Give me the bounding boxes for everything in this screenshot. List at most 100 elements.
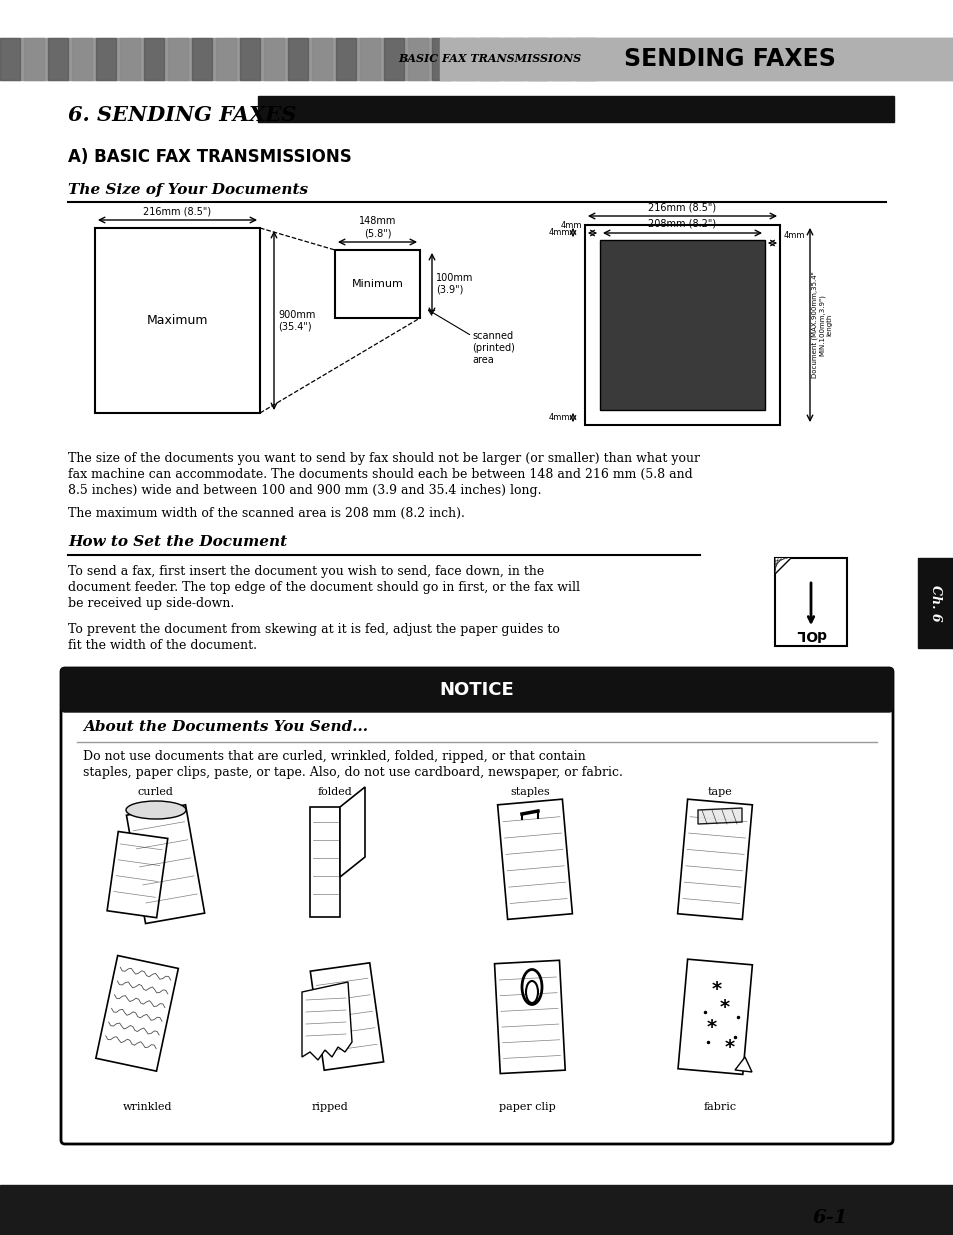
Text: 208mm (8.2"): 208mm (8.2") bbox=[648, 219, 716, 228]
Text: paper clip: paper clip bbox=[498, 1102, 555, 1112]
Bar bbox=[215, 38, 235, 80]
Bar bbox=[264, 38, 284, 80]
FancyBboxPatch shape bbox=[61, 668, 892, 713]
Text: 4mm: 4mm bbox=[548, 228, 569, 237]
Bar bbox=[120, 38, 140, 80]
Bar bbox=[168, 38, 188, 80]
Bar bbox=[774, 558, 846, 646]
Polygon shape bbox=[107, 831, 168, 918]
Bar bbox=[384, 38, 403, 80]
Bar bbox=[71, 38, 91, 80]
Text: 900mm
(35.4"): 900mm (35.4") bbox=[277, 310, 315, 331]
Bar bbox=[599, 240, 764, 410]
Bar bbox=[0, 38, 20, 80]
Polygon shape bbox=[339, 787, 365, 877]
Text: To send a fax, first insert the document you wish to send, face down, in the: To send a fax, first insert the document… bbox=[68, 564, 543, 578]
Text: staples, paper clips, paste, or tape. Also, do not use cardboard, newspaper, or : staples, paper clips, paste, or tape. Al… bbox=[83, 766, 622, 779]
FancyBboxPatch shape bbox=[61, 668, 892, 1144]
Polygon shape bbox=[774, 558, 790, 574]
Bar bbox=[456, 38, 476, 80]
Bar bbox=[0, 38, 953, 80]
Bar bbox=[408, 38, 428, 80]
Bar bbox=[552, 38, 572, 80]
Polygon shape bbox=[310, 806, 339, 918]
Bar bbox=[288, 38, 308, 80]
Bar bbox=[65, 692, 888, 708]
Bar bbox=[359, 38, 379, 80]
Bar bbox=[144, 38, 164, 80]
Text: 4mm: 4mm bbox=[783, 231, 804, 240]
Text: ripped: ripped bbox=[312, 1102, 348, 1112]
Polygon shape bbox=[698, 808, 741, 824]
Bar bbox=[576, 38, 596, 80]
Polygon shape bbox=[494, 961, 564, 1073]
Text: *: * bbox=[711, 981, 721, 999]
Text: dOL: dOL bbox=[795, 627, 825, 641]
Text: tape: tape bbox=[707, 787, 732, 797]
Text: Maximum: Maximum bbox=[147, 314, 208, 327]
Text: To prevent the document from skewing at it is fed, adjust the paper guides to: To prevent the document from skewing at … bbox=[68, 622, 559, 636]
Text: About the Documents You Send...: About the Documents You Send... bbox=[83, 720, 368, 734]
Text: Do not use documents that are curled, wrinkled, folded, ripped, or that contain: Do not use documents that are curled, wr… bbox=[83, 750, 585, 763]
Text: A) BASIC FAX TRANSMISSIONS: A) BASIC FAX TRANSMISSIONS bbox=[68, 148, 352, 165]
Text: wrinkled: wrinkled bbox=[123, 1102, 172, 1112]
Polygon shape bbox=[127, 805, 205, 924]
Text: NOTICE: NOTICE bbox=[439, 680, 514, 699]
Text: Minimum: Minimum bbox=[352, 279, 403, 289]
Text: document feeder. The top edge of the document should go in first, or the fax wil: document feeder. The top edge of the doc… bbox=[68, 580, 579, 594]
Text: *: * bbox=[724, 1037, 735, 1056]
Bar bbox=[584, 225, 780, 425]
Bar bbox=[432, 38, 452, 80]
Bar bbox=[479, 38, 499, 80]
Text: *: * bbox=[720, 998, 729, 1016]
Polygon shape bbox=[734, 1057, 751, 1072]
Text: fit the width of the document.: fit the width of the document. bbox=[68, 638, 256, 652]
Text: be received up side-down.: be received up side-down. bbox=[68, 597, 234, 610]
Text: BASIC FAX TRANSMISSIONS: BASIC FAX TRANSMISSIONS bbox=[398, 53, 581, 64]
Text: Document (MAX.900mm,35.4"
MIN.100mm,3.9")
length: Document (MAX.900mm,35.4" MIN.100mm,3.9"… bbox=[811, 272, 832, 378]
Text: 216mm (8.5"): 216mm (8.5") bbox=[143, 206, 212, 216]
Bar bbox=[95, 228, 260, 412]
Text: 216mm (8.5"): 216mm (8.5") bbox=[648, 203, 716, 212]
Text: fabric: fabric bbox=[702, 1102, 736, 1112]
Text: 6-1: 6-1 bbox=[811, 1209, 847, 1228]
Text: 100mm
(3.9"): 100mm (3.9") bbox=[436, 273, 473, 295]
Polygon shape bbox=[95, 956, 178, 1071]
Bar bbox=[335, 249, 419, 317]
Text: The maximum width of the scanned area is 208 mm (8.2 inch).: The maximum width of the scanned area is… bbox=[68, 508, 464, 520]
Text: Ch. 6: Ch. 6 bbox=[928, 584, 942, 621]
Bar bbox=[48, 38, 68, 80]
Text: 148mm
(5.8"): 148mm (5.8") bbox=[358, 216, 395, 238]
Bar bbox=[192, 38, 212, 80]
Text: How to Set the Document: How to Set the Document bbox=[68, 535, 287, 550]
Text: The size of the documents you want to send by fax should not be larger (or small: The size of the documents you want to se… bbox=[68, 452, 700, 466]
Polygon shape bbox=[497, 799, 572, 919]
Text: 6. SENDING FAXES: 6. SENDING FAXES bbox=[68, 105, 296, 125]
Text: 4mm: 4mm bbox=[548, 412, 569, 422]
Ellipse shape bbox=[525, 981, 537, 1003]
Text: folded: folded bbox=[317, 787, 352, 797]
Polygon shape bbox=[677, 799, 752, 919]
Bar bbox=[240, 38, 260, 80]
Text: 4mm: 4mm bbox=[560, 221, 581, 230]
Polygon shape bbox=[302, 982, 352, 1060]
Bar bbox=[312, 38, 332, 80]
Bar bbox=[257, 96, 893, 122]
Text: The Size of Your Documents: The Size of Your Documents bbox=[68, 183, 308, 198]
Polygon shape bbox=[678, 960, 752, 1074]
Bar bbox=[0, 1186, 953, 1235]
Bar bbox=[503, 38, 523, 80]
Bar bbox=[96, 38, 116, 80]
Bar bbox=[335, 38, 355, 80]
Text: fax machine can accommodate. The documents should each be between 148 and 216 mm: fax machine can accommodate. The documen… bbox=[68, 468, 692, 480]
Bar bbox=[24, 38, 44, 80]
Text: scanned
(printed)
area: scanned (printed) area bbox=[472, 331, 515, 364]
Text: 8.5 inches) wide and between 100 and 900 mm (3.9 and 35.4 inches) long.: 8.5 inches) wide and between 100 and 900… bbox=[68, 484, 541, 496]
Text: SENDING FAXES: SENDING FAXES bbox=[623, 47, 835, 70]
Text: curled: curled bbox=[137, 787, 172, 797]
Text: staples: staples bbox=[510, 787, 549, 797]
Bar bbox=[527, 38, 547, 80]
Ellipse shape bbox=[126, 802, 186, 819]
Text: *: * bbox=[706, 1018, 717, 1036]
Bar bbox=[439, 38, 953, 80]
